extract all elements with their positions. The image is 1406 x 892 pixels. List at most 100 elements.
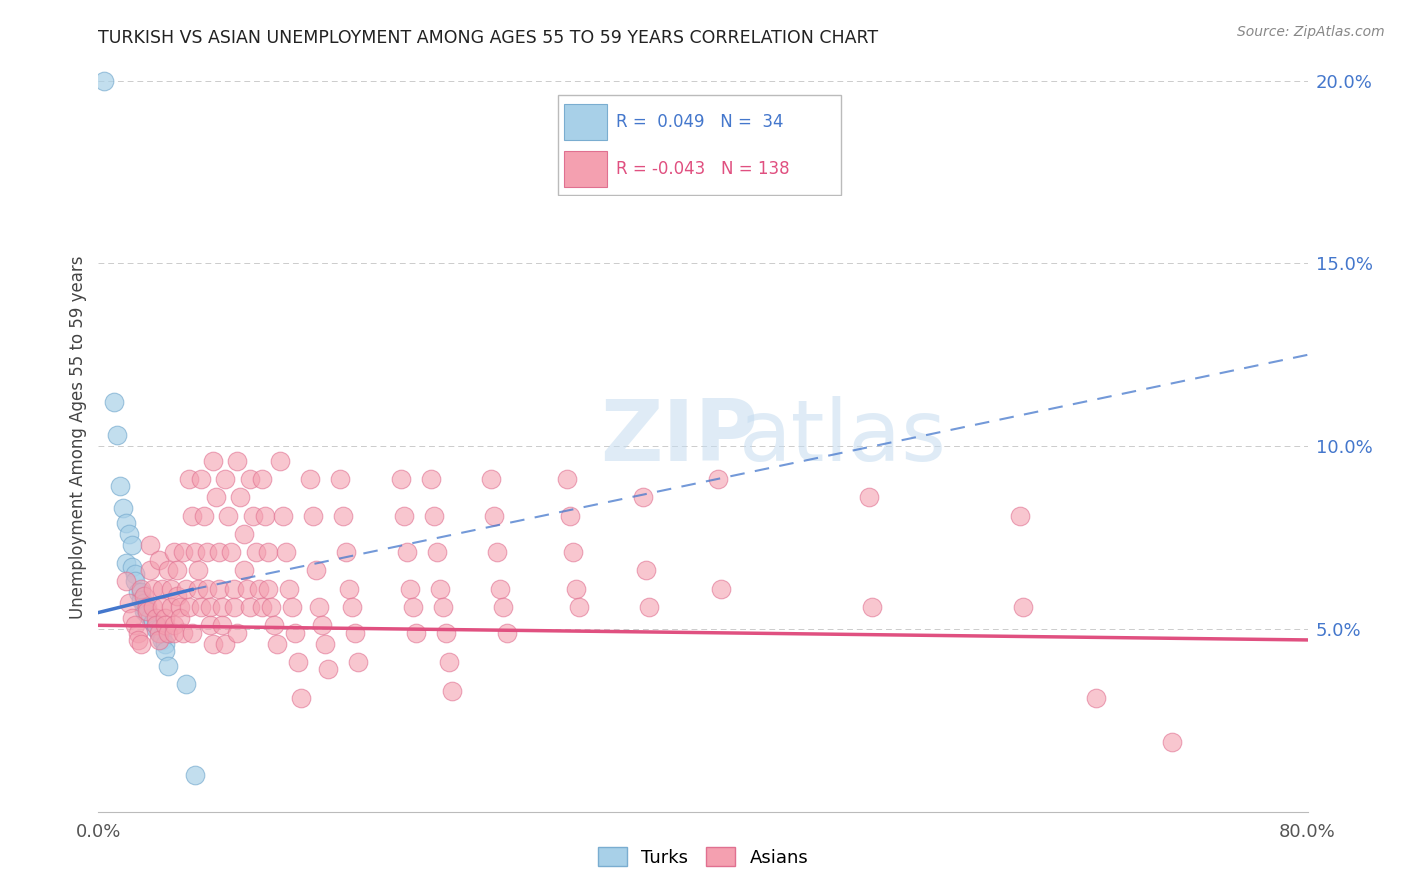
Point	[148, 625, 170, 640]
Point	[437, 655, 460, 669]
Point	[132, 589, 155, 603]
Point	[145, 618, 167, 632]
Point	[111, 501, 134, 516]
Point	[135, 604, 157, 618]
Point	[156, 564, 179, 578]
Point	[127, 625, 149, 640]
Point	[316, 662, 339, 676]
Point	[860, 600, 883, 615]
Point	[153, 618, 176, 632]
Point	[208, 582, 231, 596]
Point	[156, 658, 179, 673]
Point	[489, 582, 512, 596]
Point	[305, 564, 328, 578]
Point	[169, 600, 191, 615]
Point	[250, 600, 273, 615]
Point	[239, 600, 262, 615]
Point	[114, 516, 136, 530]
Point	[181, 508, 204, 523]
Point	[429, 582, 451, 596]
Point	[434, 625, 457, 640]
Point	[420, 472, 443, 486]
Point	[181, 625, 204, 640]
Point	[148, 625, 170, 640]
Point	[184, 545, 207, 559]
Point	[1012, 600, 1035, 615]
Point	[132, 600, 155, 615]
Point	[187, 582, 209, 596]
Point	[172, 625, 194, 640]
Point	[211, 618, 233, 632]
Point	[148, 632, 170, 647]
Point	[153, 611, 176, 625]
Point	[263, 618, 285, 632]
Point	[214, 472, 236, 486]
Point	[142, 582, 165, 596]
Point	[568, 600, 591, 615]
Point	[139, 564, 162, 578]
Point	[558, 508, 581, 523]
Point	[281, 600, 304, 615]
Point	[93, 73, 115, 87]
Point	[426, 545, 449, 559]
Point	[195, 582, 218, 596]
Point	[202, 637, 225, 651]
Point	[226, 625, 249, 640]
Point	[148, 552, 170, 566]
Point	[242, 508, 264, 523]
Point	[432, 600, 454, 615]
Point	[481, 472, 503, 486]
FancyBboxPatch shape	[564, 151, 607, 187]
Point	[118, 527, 141, 541]
Point	[710, 582, 733, 596]
Point	[190, 472, 212, 486]
Point	[121, 611, 143, 625]
Point	[441, 684, 464, 698]
Point	[1160, 735, 1182, 749]
Point	[287, 655, 309, 669]
Point	[145, 618, 167, 632]
Point	[179, 600, 201, 615]
Point	[166, 564, 188, 578]
Point	[205, 491, 228, 505]
Point	[342, 600, 364, 615]
Point	[423, 508, 446, 523]
Point	[208, 545, 231, 559]
Point	[163, 545, 186, 559]
Point	[153, 637, 176, 651]
Text: R = -0.043   N = 138: R = -0.043 N = 138	[616, 160, 790, 178]
Point	[229, 491, 252, 505]
Point	[344, 625, 367, 640]
Point	[562, 545, 585, 559]
Point	[211, 600, 233, 615]
Point	[193, 508, 215, 523]
Point	[187, 564, 209, 578]
Point	[139, 538, 162, 552]
Point	[299, 472, 322, 486]
Point	[858, 491, 880, 505]
Point	[132, 596, 155, 610]
Text: atlas: atlas	[740, 395, 948, 479]
Point	[148, 622, 170, 636]
Point	[329, 472, 352, 486]
Point	[311, 618, 333, 632]
Point	[217, 508, 239, 523]
Point	[124, 618, 146, 632]
Point	[277, 582, 299, 596]
Point	[308, 600, 330, 615]
Point	[135, 604, 157, 618]
Point	[486, 545, 509, 559]
Point	[129, 585, 152, 599]
Point	[250, 472, 273, 486]
Point	[132, 604, 155, 618]
Point	[405, 625, 427, 640]
Point	[565, 582, 588, 596]
Point	[184, 768, 207, 782]
Text: Source: ZipAtlas.com: Source: ZipAtlas.com	[1237, 25, 1385, 39]
Text: TURKISH VS ASIAN UNEMPLOYMENT AMONG AGES 55 TO 59 YEARS CORRELATION CHART: TURKISH VS ASIAN UNEMPLOYMENT AMONG AGES…	[98, 29, 879, 47]
Point	[274, 545, 297, 559]
Point	[166, 589, 188, 603]
Point	[121, 559, 143, 574]
FancyBboxPatch shape	[558, 95, 841, 195]
Point	[135, 607, 157, 622]
